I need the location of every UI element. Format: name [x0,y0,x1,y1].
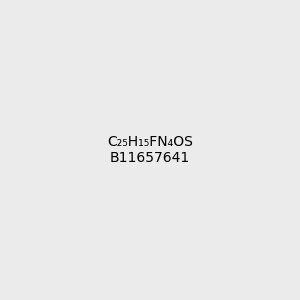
Text: C₂₅H₁₅FN₄OS
B11657641: C₂₅H₁₅FN₄OS B11657641 [107,135,193,165]
